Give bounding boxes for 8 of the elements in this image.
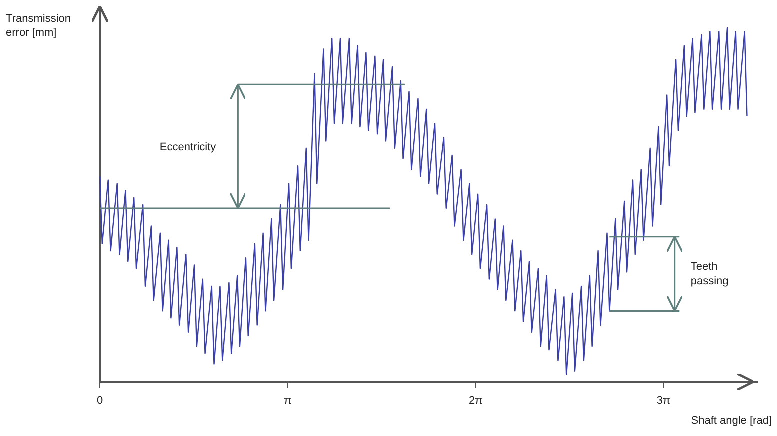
annotation: Teeth passing — [690, 261, 729, 288]
y-axis-title: Transmission error [mm] — [6, 13, 71, 39]
annotation: Eccentricity — [160, 142, 217, 154]
x-axis-title: Shaft angle [rad] — [691, 415, 772, 427]
x-tick-label: 3π — [656, 395, 672, 408]
x-tick-label: 0 — [96, 395, 104, 408]
x-tick-label: 2π — [468, 395, 484, 408]
x-tick-label: π — [284, 395, 292, 408]
